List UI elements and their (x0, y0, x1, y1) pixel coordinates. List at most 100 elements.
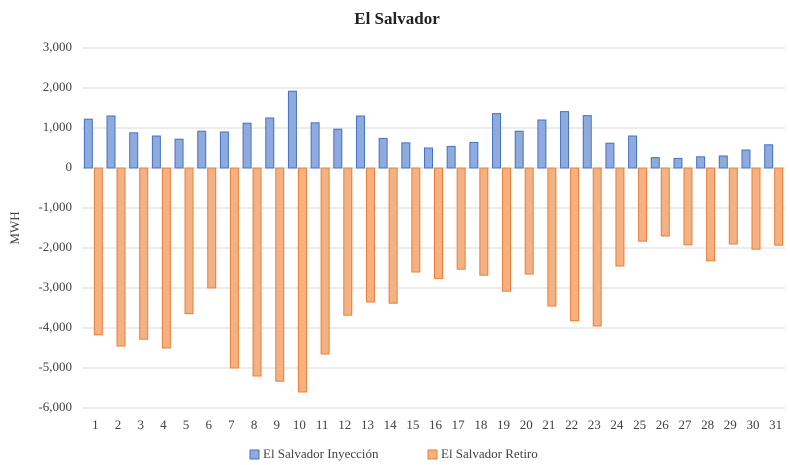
bar (129, 132, 139, 169)
x-tick-label: 12 (338, 417, 351, 432)
bar (355, 115, 365, 169)
bar (718, 155, 728, 169)
legend-swatch (249, 449, 260, 460)
y-tick-label: 3,000 (43, 39, 72, 54)
bar (287, 90, 297, 169)
x-tick-label: 26 (656, 417, 670, 432)
bar (310, 122, 320, 169)
x-tick-label: 31 (769, 417, 782, 432)
bar (184, 167, 194, 315)
bar (638, 167, 648, 242)
x-tick-label: 29 (724, 417, 737, 432)
bar (696, 156, 706, 169)
bar (297, 167, 307, 393)
x-tick-label: 1 (92, 417, 99, 432)
bar (446, 145, 456, 169)
bar (275, 167, 285, 382)
bar (116, 167, 126, 347)
bar (401, 142, 411, 169)
bar (570, 167, 580, 322)
x-tick-label: 22 (565, 417, 578, 432)
x-tick-label: 6 (205, 417, 212, 432)
x-tick-label: 2 (115, 417, 122, 432)
x-tick-label: 4 (160, 417, 167, 432)
legend-label: El Salvador Inyección (263, 446, 379, 461)
bar (514, 130, 524, 169)
bar (343, 167, 353, 316)
bar (660, 167, 670, 237)
bar (706, 167, 716, 262)
bar (424, 147, 433, 169)
y-tick-label: -5,000 (38, 359, 72, 374)
x-tick-label: 30 (746, 417, 759, 432)
x-tick-label: 5 (183, 417, 190, 432)
x-tick-label: 8 (251, 417, 258, 432)
bar (365, 167, 375, 303)
bar (197, 130, 207, 169)
x-tick-label: 11 (316, 417, 329, 432)
y-tick-label: -6,000 (38, 399, 72, 414)
bar (628, 135, 638, 169)
x-tick-label: 27 (678, 417, 692, 432)
x-tick-label: 16 (429, 417, 443, 432)
bar (683, 167, 693, 246)
x-tick-label: 24 (610, 417, 624, 432)
bar (378, 137, 388, 169)
bar (605, 142, 615, 169)
bar (388, 167, 398, 304)
bar (592, 167, 602, 327)
bar (673, 157, 683, 169)
bar (774, 167, 784, 246)
bar (524, 167, 534, 275)
legend-swatch (427, 449, 438, 460)
chart-title: El Salvador (354, 9, 440, 28)
bar (650, 157, 660, 169)
bar (547, 167, 557, 307)
y-tick-label: 0 (66, 159, 73, 174)
bar (252, 167, 262, 377)
bar (469, 141, 479, 169)
bar (479, 167, 489, 276)
y-tick-label: -1,000 (38, 199, 72, 214)
bar (492, 113, 502, 169)
x-tick-label: 20 (520, 417, 533, 432)
y-tick-label: -3,000 (38, 279, 72, 294)
bar (741, 149, 751, 169)
bar (582, 115, 592, 169)
bar (229, 167, 239, 369)
bar (728, 167, 738, 245)
bar (93, 167, 103, 336)
bar (207, 167, 217, 289)
x-tick-label: 23 (588, 417, 601, 432)
x-tick-label: 7 (228, 417, 235, 432)
bar (456, 167, 466, 270)
x-tick-label: 10 (293, 417, 306, 432)
bar (219, 131, 229, 169)
bar (764, 144, 774, 169)
x-tick-label: 3 (137, 417, 144, 432)
bar (320, 167, 330, 355)
bar (151, 135, 161, 169)
x-tick-label: 14 (384, 417, 398, 432)
bar (265, 117, 275, 169)
bar (560, 111, 570, 169)
bar (139, 167, 149, 340)
bar (751, 167, 761, 250)
bar (83, 118, 93, 169)
y-tick-label: -2,000 (38, 239, 72, 254)
x-tick-label: 15 (406, 417, 419, 432)
x-tick-label: 28 (701, 417, 714, 432)
bar (502, 167, 512, 292)
y-tick-label: -4,000 (38, 319, 72, 334)
bar (615, 167, 625, 267)
y-axis-label: MWH (7, 211, 22, 244)
bar (242, 122, 252, 169)
x-tick-label: 25 (633, 417, 646, 432)
x-tick-label: 13 (361, 417, 374, 432)
bar (434, 167, 443, 279)
bar (333, 128, 343, 169)
bar (174, 138, 184, 169)
legend-label: El Salvador Retiro (441, 446, 538, 461)
x-tick-label: 17 (452, 417, 466, 432)
